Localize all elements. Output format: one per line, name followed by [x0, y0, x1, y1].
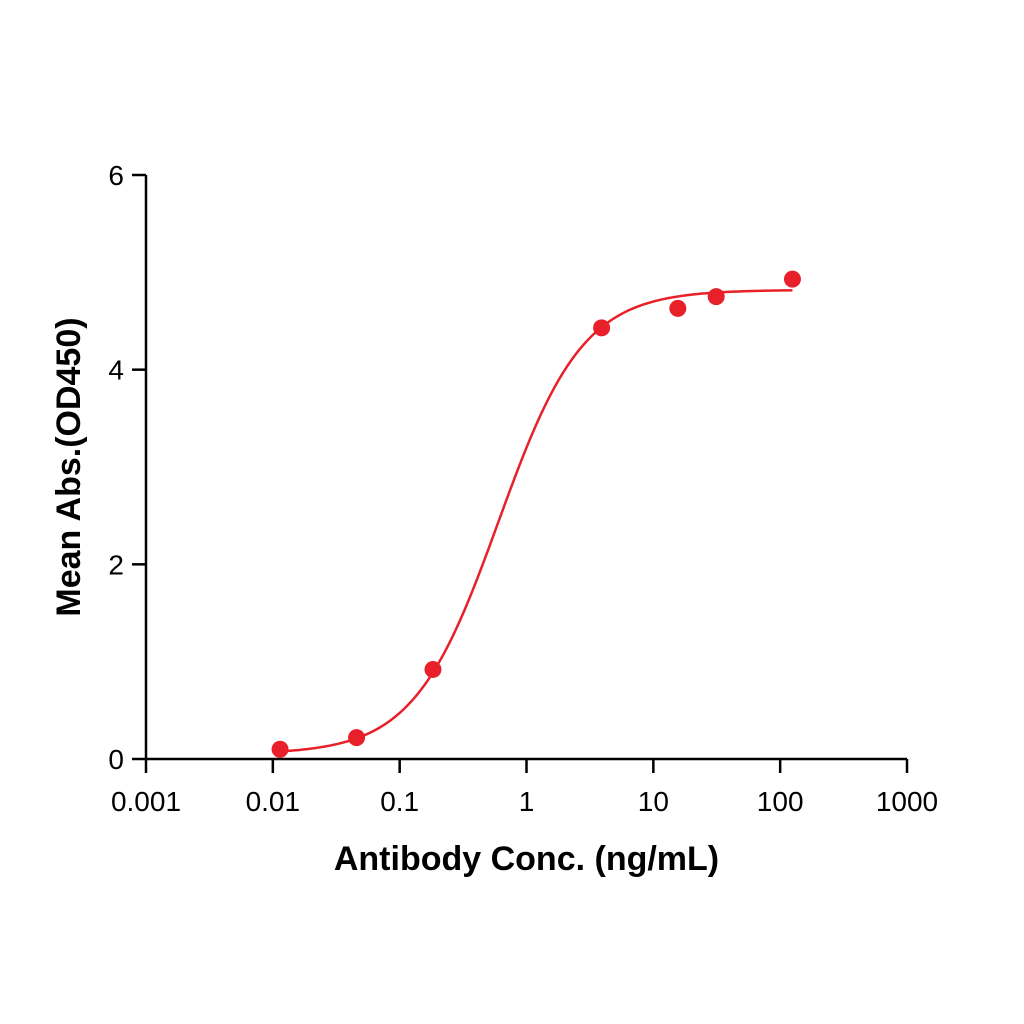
- x-axis-title: Antibody Conc. (ng/mL): [334, 840, 719, 878]
- x-tick-label: 10: [638, 786, 669, 817]
- data-point: [707, 288, 725, 306]
- fit-curve-layer: [279, 289, 793, 753]
- fit-curve-line: [279, 289, 793, 753]
- x-tick-label: 100: [757, 786, 804, 817]
- x-tick-label: 0.1: [380, 786, 419, 817]
- data-point: [783, 270, 801, 288]
- y-tick-label: 2: [108, 549, 124, 580]
- y-tick-label: 0: [108, 744, 124, 775]
- y-tick-label: 6: [108, 160, 124, 191]
- x-tick-label: 1: [519, 786, 535, 817]
- data-point: [669, 299, 687, 317]
- data-point: [271, 740, 289, 758]
- y-axis-title: Mean Abs.(OD450): [50, 317, 88, 616]
- data-point: [348, 729, 366, 747]
- x-tick-label: 1000: [876, 786, 938, 817]
- axes-layer: [144, 175, 907, 761]
- data-point: [593, 319, 611, 337]
- ticks-layer: 0 2 4 6 0.001 0.01 0.1 1 10 100 1000: [108, 160, 938, 817]
- y-tick-label: 4: [108, 355, 124, 386]
- data-point: [424, 660, 442, 678]
- data-points-layer: [271, 270, 801, 758]
- x-tick-label: 0.01: [246, 786, 301, 817]
- x-tick-label: 0.001: [111, 786, 181, 817]
